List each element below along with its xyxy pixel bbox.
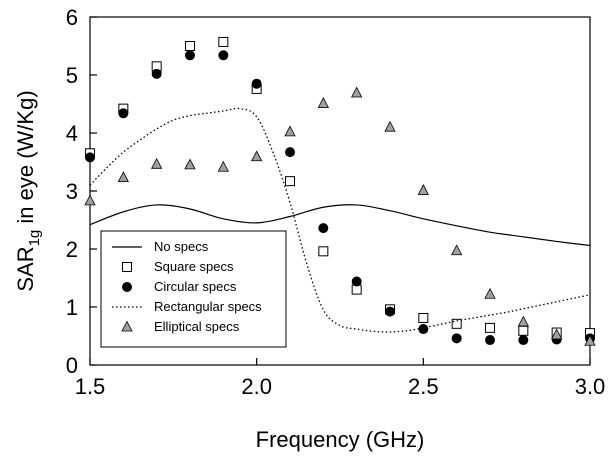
legend-entry: Elliptical specs [121,319,240,334]
data-point-triangle [284,125,296,137]
data-point-triangle [317,97,329,108]
data-point-circle [251,78,262,89]
data-point-circle [185,50,195,61]
data-point-circle [218,50,229,61]
data-point-triangle [251,150,263,162]
data-point-square [318,246,329,257]
y-tick-label: 3 [66,179,78,204]
x-axis-label: Frequency (GHz) [256,427,425,452]
data-point-triangle [384,120,396,132]
legend-label: Rectangular specs [154,299,262,314]
data-point-triangle [484,287,496,299]
data-point-triangle [551,328,563,340]
data-point-square [451,318,462,329]
x-tick-label: 3.0 [575,374,606,399]
legend-box [100,230,287,348]
data-point-square [122,262,132,272]
data-point-triangle [84,194,96,206]
data-point-circle [118,108,129,119]
data-point-triangle [117,171,129,183]
data-point-triangle [451,244,463,256]
y-axis-label-rest: in eye (W/Kg) [13,90,38,229]
legend-entry: No specs [112,239,209,254]
data-point-square [185,41,195,51]
legend-label: Square specs [154,259,234,274]
data-point-triangle [517,315,529,327]
data-point-triangle [217,160,229,172]
data-point-circle [122,282,132,292]
data-point-circle [451,333,462,344]
data-point-square [418,313,429,324]
legend-entry: Square specs [122,259,234,274]
data-point-circle [385,306,395,317]
data-point-circle [351,276,362,287]
data-point-triangle [417,184,429,195]
x-tick-label: 2.5 [408,374,439,399]
data-point-circle [285,147,295,158]
data-point-square [285,176,295,187]
data-point-circle [151,68,162,79]
legend-label: Circular specs [154,279,237,294]
data-point-circle [318,223,329,234]
series-layer [84,36,596,346]
y-axis-ticks: 0 1 2 3 4 5 6 [66,5,97,378]
data-point-triangle [184,158,196,170]
y-tick-label: 5 [66,63,78,88]
y-tick-label: 2 [66,237,78,262]
series-no-specs [89,204,591,247]
y-axis-label-main: SAR [13,246,38,291]
data-point-circle [485,335,495,346]
data-point-square [518,325,529,336]
y-tick-label: 4 [66,121,78,146]
legend-label: Elliptical specs [154,319,240,334]
data-point-triangle [584,334,596,346]
legend-label: No specs [154,239,209,254]
data-point-square [218,36,229,47]
y-tick-label: 1 [66,295,78,320]
y-tick-label: 6 [66,5,78,30]
y-axis-label-sub: 1g [26,230,43,247]
series-elliptical-specs [84,86,596,346]
data-point-triangle [151,157,163,169]
data-point-circle [85,152,95,163]
legend-entry: Circular specs [122,279,237,294]
legend: No specs Square specs Circular specs Rectan… [100,230,287,348]
data-point-circle [518,335,529,346]
data-point-triangle [351,86,363,98]
x-tick-label: 1.5 [75,374,106,399]
x-axis-ticks: 1.5 2.0 2.5 3.0 [75,358,606,399]
data-point-square [485,322,495,333]
series-line [89,204,591,247]
data-point-triangle [121,320,133,332]
x-tick-label: 2.0 [241,374,272,399]
legend-entry: Rectangular specs [112,299,262,314]
y-axis-label: SAR1g in eye (W/Kg) [13,90,43,291]
y-tick-label: 0 [66,353,78,378]
data-point-circle [418,324,429,335]
